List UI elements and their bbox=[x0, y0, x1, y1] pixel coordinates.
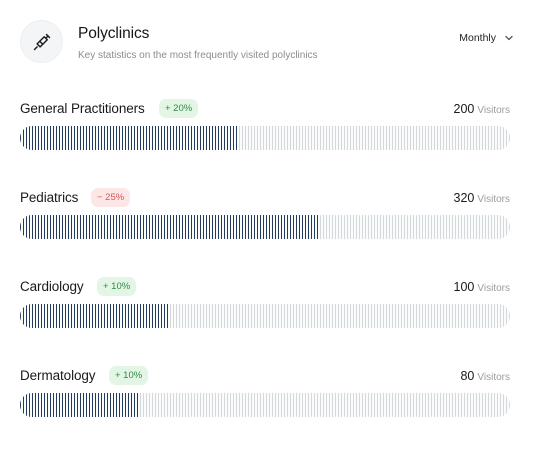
card-header: Polyclinics Key statistics on the most f… bbox=[20, 20, 514, 64]
visitor-count: 200 Visitors bbox=[454, 102, 510, 116]
clinic-name: Pediatrics bbox=[20, 190, 79, 205]
visitor-count-label: Visitors bbox=[477, 105, 510, 116]
change-badge: + 10% bbox=[109, 366, 149, 385]
visitor-count-value: 320 bbox=[453, 191, 475, 205]
visitor-count: 320 Visitors bbox=[454, 191, 510, 205]
visitor-progress-bar bbox=[20, 215, 510, 239]
visitor-progress-bar bbox=[20, 304, 510, 328]
clinic-row-dermatology: Dermatology + 10% 80 Visitors bbox=[20, 366, 510, 428]
logo-badge bbox=[20, 20, 63, 63]
period-dropdown[interactable]: Monthly bbox=[459, 32, 514, 44]
visitor-count-label: Visitors bbox=[477, 283, 510, 294]
clinic-name: Dermatology bbox=[20, 368, 96, 383]
progress-fill bbox=[20, 304, 170, 328]
page-subtitle: Key statistics on the most frequently vi… bbox=[78, 50, 318, 61]
clinic-row-cardiology: Cardiology + 10% 100 Visitors bbox=[20, 277, 510, 339]
syringe-icon bbox=[33, 33, 50, 50]
visitor-progress-bar bbox=[20, 126, 510, 150]
period-dropdown-label: Monthly bbox=[459, 32, 496, 44]
visitor-count-label: Visitors bbox=[477, 372, 510, 383]
visitor-count-value: 80 bbox=[460, 369, 475, 383]
change-badge: + 20% bbox=[159, 99, 199, 118]
visitor-count-label: Visitors bbox=[477, 194, 510, 205]
visitor-progress-bar bbox=[20, 393, 510, 417]
clinic-row-general-practitioners: General Practitioners + 20% 200 Visitors bbox=[20, 99, 510, 161]
clinic-name: General Practitioners bbox=[20, 101, 145, 116]
clinic-name: Cardiology bbox=[20, 279, 84, 294]
page-title: Polyclinics bbox=[78, 25, 150, 42]
progress-fill bbox=[20, 126, 239, 150]
clinic-row-pediatrics: Pediatrics − 25% 320 Visitors bbox=[20, 188, 510, 250]
progress-fill bbox=[20, 393, 141, 417]
progress-fill bbox=[20, 215, 319, 239]
visitor-count: 80 Visitors bbox=[460, 369, 510, 383]
visitor-count: 100 Visitors bbox=[454, 280, 510, 294]
visitor-count-value: 100 bbox=[453, 280, 475, 294]
chevron-down-icon bbox=[505, 35, 513, 41]
change-badge: − 25% bbox=[91, 188, 131, 207]
change-badge: + 10% bbox=[97, 277, 137, 296]
visitor-count-value: 200 bbox=[453, 102, 475, 116]
